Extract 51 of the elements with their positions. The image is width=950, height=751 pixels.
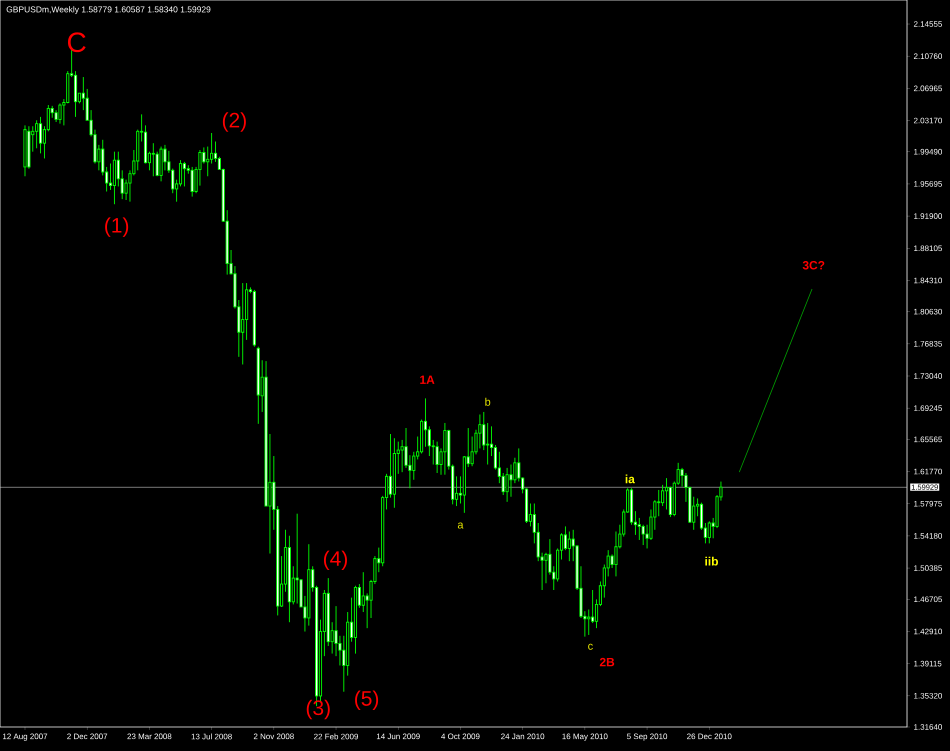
candlestick <box>513 457 516 484</box>
candlestick <box>591 590 594 624</box>
candlestick <box>478 414 482 449</box>
annotation: (5) <box>355 690 378 710</box>
candlestick <box>506 467 509 502</box>
candlestick <box>642 524 645 546</box>
candlestick <box>708 520 711 544</box>
annotation: a <box>458 522 464 529</box>
candlestick <box>334 606 338 657</box>
annotation: (4) <box>324 550 347 570</box>
candlestick <box>35 120 38 149</box>
candlestick <box>564 526 567 551</box>
candlestick <box>108 163 112 190</box>
candlestick <box>404 428 408 468</box>
annotation: 1A <box>420 376 434 384</box>
text: GBPUSDm,Weekly 1.58779 1.60587 1.58340 1.59929 <box>6 6 210 14</box>
candlestick <box>400 439 404 473</box>
candlestick <box>661 484 664 507</box>
candlestick <box>486 422 490 465</box>
annotation: (3) <box>306 700 330 720</box>
annotation: 2B <box>600 658 614 666</box>
candlestick <box>509 464 513 498</box>
candlestick <box>657 489 660 517</box>
candlestick <box>470 436 474 467</box>
candlestick <box>436 441 439 474</box>
annotation: 3C? <box>802 261 824 270</box>
candlestick <box>58 102 62 124</box>
candlestick <box>182 161 186 187</box>
candlestick <box>241 282 244 365</box>
candlestick <box>544 552 548 584</box>
candlestick <box>548 538 552 576</box>
annotation: C <box>68 32 86 52</box>
candlestick <box>296 513 299 604</box>
annotation: iib <box>705 556 718 566</box>
annotation: ia <box>626 474 635 484</box>
candlestick <box>587 609 590 636</box>
candlestick <box>680 467 684 488</box>
candlestick <box>190 166 194 198</box>
annotation: (2) <box>222 112 246 132</box>
candlestick <box>568 531 571 562</box>
candlestick <box>152 142 155 177</box>
candlestick <box>614 531 618 577</box>
annotation: c <box>588 644 593 650</box>
candlestick <box>38 116 42 154</box>
candlestick <box>178 160 182 187</box>
candlestick <box>388 434 392 498</box>
annotation: b <box>485 398 490 406</box>
candlestick <box>156 151 159 177</box>
candlestick <box>210 132 214 164</box>
candlestick <box>443 422 446 476</box>
annotation: (1) <box>105 217 128 237</box>
